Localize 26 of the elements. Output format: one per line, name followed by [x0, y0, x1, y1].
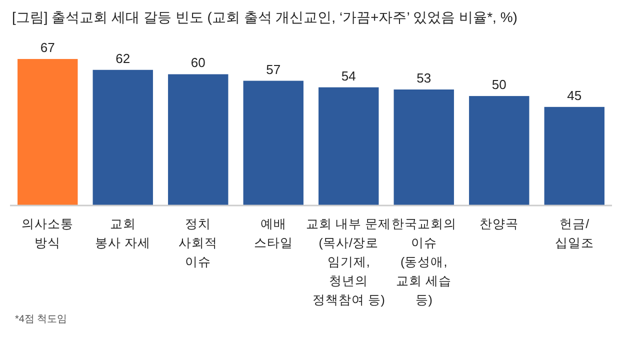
- text: *4점 척도임: [15, 314, 68, 325]
- bar: [469, 96, 530, 205]
- bar: [168, 74, 228, 205]
- x-tick-label: 헌금/ 십일조: [554, 217, 594, 250]
- x-tick-label: 찬양곡: [480, 217, 519, 231]
- x-tick-label: 의사소통 방식: [22, 217, 74, 250]
- x-tick-label: 정치 사회적 이슈: [178, 217, 218, 269]
- bar: [18, 58, 78, 205]
- data-label: 60: [190, 55, 206, 70]
- bar: [318, 87, 379, 205]
- data-label: 62: [116, 50, 130, 66]
- data-label: 53: [416, 70, 432, 86]
- x-tick-label: 예배 스타일: [254, 217, 293, 250]
- chart-title: [그림] 출석교회 세대 갈등 빈도 (교회 출석 개신교인, ‘가끔+자주’ 있었음 비율*, %): [12, 9, 518, 25]
- bar: [394, 89, 454, 205]
- data-label: 57: [266, 62, 281, 77]
- x-tick-label: 교회 내부 문제 (목사/장로 임기제, 청년의 정책참여 등): [306, 217, 392, 307]
- bar: [92, 70, 153, 205]
- data-label: 50: [492, 77, 506, 92]
- bar: [544, 106, 604, 205]
- data-label: 54: [341, 68, 356, 84]
- x-tick-label: 교회 봉사 자세: [95, 217, 151, 250]
- data-label: 45: [567, 88, 582, 103]
- data-label: 67: [40, 40, 55, 55]
- bar: [243, 80, 304, 205]
- x-tick-label: 한국교회의 이슈 (동성애, 교회 세습 등): [391, 217, 456, 307]
